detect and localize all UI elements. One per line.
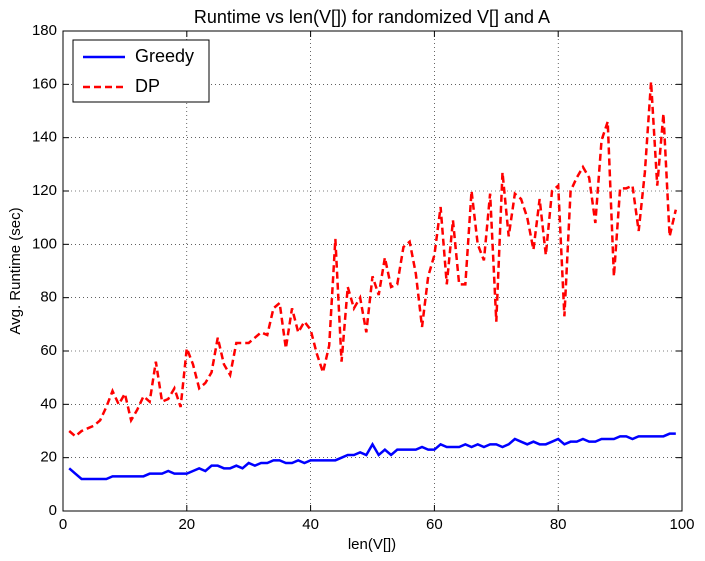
legend-box <box>72 39 210 103</box>
y-tick-label: 40 <box>40 395 57 412</box>
x-tick-label: 80 <box>550 516 567 533</box>
data-line <box>68 432 676 481</box>
y-tick-label: 180 <box>32 22 57 39</box>
legend-label: Greedy <box>135 46 194 66</box>
legend-label: DP <box>135 76 160 96</box>
y-tick-label: 20 <box>40 449 57 466</box>
y-tick-label: 160 <box>32 75 57 92</box>
x-axis-label: len(V[]) <box>348 536 396 553</box>
y-tick-label: 140 <box>32 129 57 146</box>
x-tick-label: 0 <box>59 516 67 533</box>
plot-frame <box>62 30 683 512</box>
y-tick-label: 80 <box>40 289 57 306</box>
x-tick-label: 40 <box>302 516 319 533</box>
x-tick-label: 100 <box>669 516 694 533</box>
chart-title: Runtime vs len(V[]) for randomized V[] a… <box>194 7 550 27</box>
x-tick-label: 60 <box>426 516 443 533</box>
y-tick-label: 120 <box>32 182 57 199</box>
y-tick-label: 100 <box>32 235 57 252</box>
y-axis-label: Avg. Runtime (sec) <box>7 207 24 334</box>
data-line <box>68 81 678 438</box>
x-tick-label: 20 <box>178 516 195 533</box>
y-tick-label: 0 <box>49 502 57 519</box>
y-tick-label: 60 <box>40 342 57 359</box>
